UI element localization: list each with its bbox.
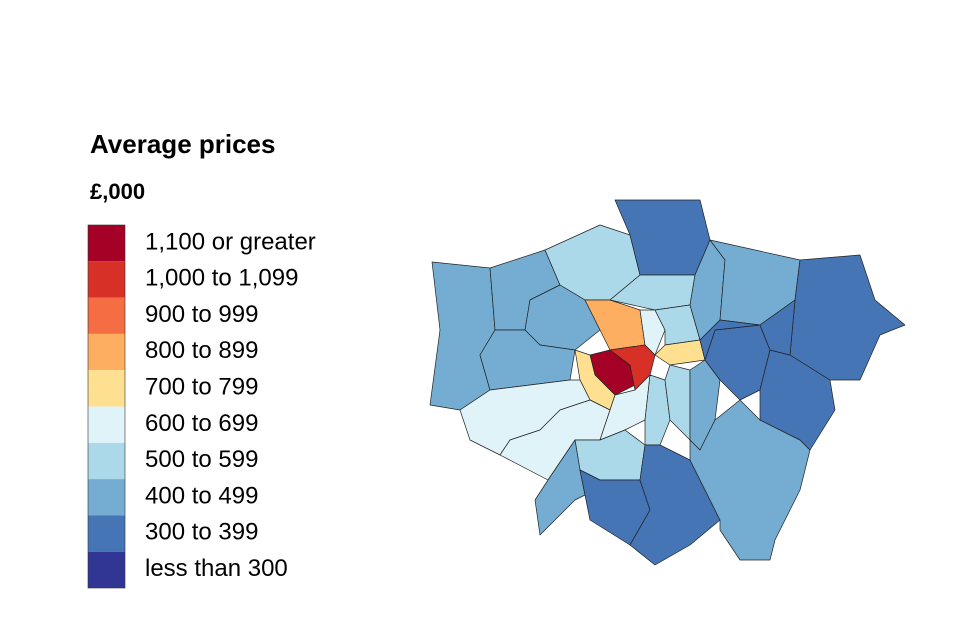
legend-label: 400 to 499 [145,482,258,509]
legend-swatch [88,333,125,371]
legend-frame [87,224,126,589]
legend-swatch [88,406,125,443]
borough [429,261,496,411]
legend-title: Average prices [90,129,275,159]
legend-swatch [88,261,125,298]
borough [654,339,706,366]
map [429,199,906,566]
legend-label: 1,000 to 1,099 [145,265,298,292]
legend: 1,100 or greater 1,000 to 1,099 900 to 999… [87,224,316,589]
legend-label: 1,100 or greater [145,228,316,255]
legend-swatch [88,370,125,407]
legend-label: 300 to 399 [145,519,258,546]
borough [689,399,811,561]
borough [664,364,691,441]
borough [639,309,666,356]
legend-label: 600 to 699 [145,410,258,437]
legend-swatch [88,515,125,552]
legend-label: 800 to 899 [145,337,258,364]
legend-label: 900 to 999 [145,301,258,328]
legend-swatch [88,297,125,334]
legend-swatch [88,479,125,516]
legend-swatch [88,442,125,480]
borough [759,299,796,356]
legend-swatch [88,225,125,262]
legend-label: 700 to 799 [145,374,258,401]
legend-subtitle: £,000 [90,179,145,204]
borough [699,319,761,361]
borough [789,254,906,381]
borough [534,439,586,536]
legend-swatch [88,551,125,588]
legend-label: 500 to 599 [145,446,258,473]
legend-label: less than 300 [145,555,288,582]
